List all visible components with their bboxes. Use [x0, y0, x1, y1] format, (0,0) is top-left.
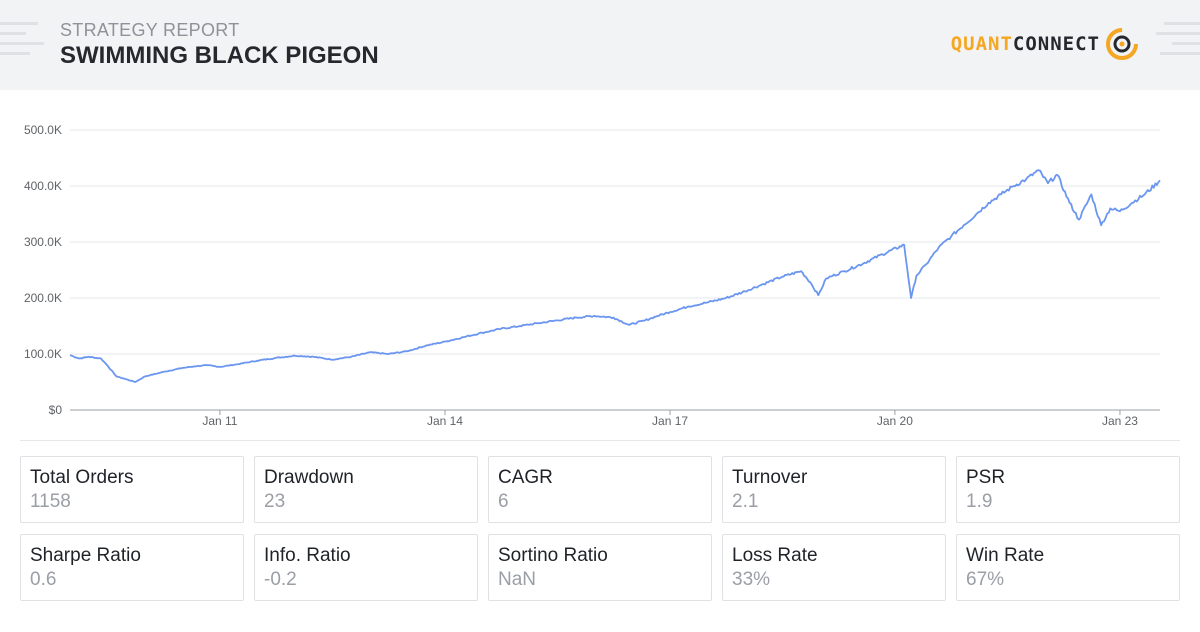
stat-value: 1.9: [966, 491, 993, 512]
stat-card: CAGR 6: [488, 456, 712, 523]
y-tick-label: 100.0K: [24, 347, 62, 361]
y-tick-label: 400.0K: [24, 179, 62, 193]
y-tick-label: 200.0K: [24, 291, 62, 305]
x-tick-label: Jan 20: [877, 414, 913, 428]
x-axis-ticks: Jan 11 Jan 14 Jan 17 Jan 20 Jan 23: [202, 410, 1138, 428]
chart-divider: [20, 440, 1180, 441]
stat-label: Sortino Ratio: [498, 545, 608, 566]
header-decoration-right: [1152, 22, 1200, 62]
logo-target-icon: [1106, 28, 1138, 60]
chart-grid: [70, 129, 1160, 411]
x-tick-label: Jan 23: [1102, 414, 1138, 428]
stats-grid: Total Orders 1158 Drawdown 23 CAGR 6 Turnover 2…: [20, 456, 1180, 601]
stat-card: Loss Rate 33%: [722, 534, 946, 601]
chart-series: [69, 169, 1161, 383]
x-tick-label: Jan 14: [427, 414, 463, 428]
stat-value: 0.6: [30, 569, 57, 590]
stat-card: PSR 1.9: [956, 456, 1180, 523]
logo-text-connect: CONNECT: [1012, 33, 1100, 55]
stat-value: 6: [498, 491, 509, 512]
stat-value: 67%: [966, 569, 1005, 590]
stat-card: Win Rate 67%: [956, 534, 1180, 601]
y-tick-label: 300.0K: [24, 235, 62, 249]
stat-card: Turnover 2.1: [722, 456, 946, 523]
stat-value: NaN: [498, 569, 537, 590]
stat-label: Drawdown: [264, 467, 354, 488]
stat-card: Sharpe Ratio 0.6: [20, 534, 244, 601]
stat-label: Loss Rate: [732, 545, 818, 566]
report-header: STRATEGY REPORT SWIMMING BLACK PIGEON QU…: [0, 0, 1200, 90]
x-tick-label: Jan 11: [202, 414, 237, 428]
header-decoration-left: [0, 22, 48, 62]
report-subtitle: STRATEGY REPORT: [60, 20, 240, 40]
stat-label: Win Rate: [966, 545, 1045, 566]
stat-label: Info. Ratio: [264, 545, 351, 566]
stat-label: Turnover: [732, 467, 808, 488]
stat-value: 2.1: [732, 491, 759, 512]
stat-card: Drawdown 23: [254, 456, 478, 523]
quantconnect-logo: QUANT CONNECT: [951, 24, 1140, 64]
stat-label: CAGR: [498, 467, 553, 488]
stat-value: -0.2: [264, 569, 297, 590]
y-axis-ticks: $0 100.0K 200.0K 300.0K 400.0K 500.0K: [24, 123, 62, 417]
stat-card: Total Orders 1158: [20, 456, 244, 523]
x-tick-label: Jan 17: [652, 414, 688, 428]
stat-value: 33%: [732, 569, 771, 590]
equity-series-line: [69, 169, 1161, 383]
strategy-title: SWIMMING BLACK PIGEON: [60, 42, 379, 69]
stat-value: 1158: [30, 491, 71, 512]
logo-text-quant: QUANT: [950, 33, 1013, 55]
stat-label: Total Orders: [30, 467, 134, 488]
y-tick-label: 500.0K: [24, 123, 62, 137]
y-tick-label: $0: [49, 403, 63, 417]
stat-value: 23: [264, 491, 286, 512]
stat-card: Sortino Ratio NaN: [488, 534, 712, 601]
stat-card: Info. Ratio -0.2: [254, 534, 478, 601]
stat-label: Sharpe Ratio: [30, 545, 141, 566]
stat-label: PSR: [966, 467, 1006, 488]
